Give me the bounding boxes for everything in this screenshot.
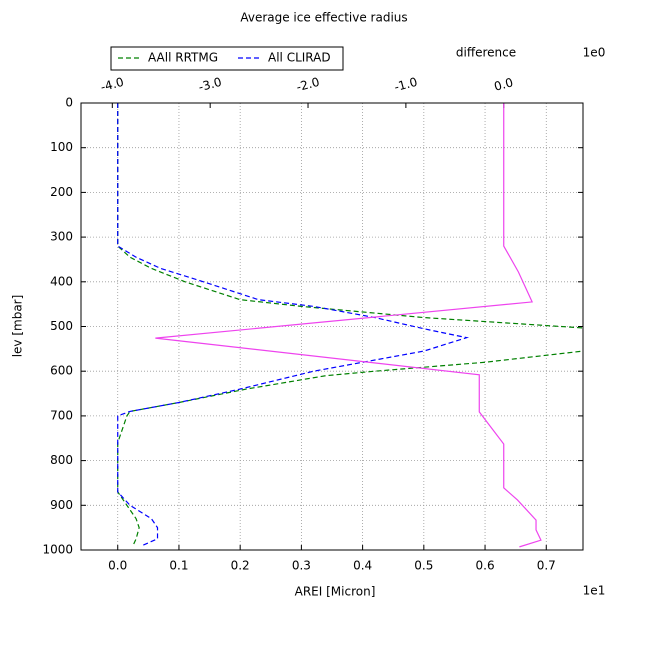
x-tick-label: 0.5 <box>414 559 433 573</box>
y-tick-label: 900 <box>50 498 73 512</box>
legend-box <box>110 46 344 71</box>
x-tick-label: 0.2 <box>231 559 250 573</box>
legend-label: All CLIRAD <box>268 51 331 65</box>
legend-label: AAll RRTMG <box>148 51 218 65</box>
plot-area <box>117 103 583 548</box>
x-tick-label: 0.0 <box>108 559 127 573</box>
x-offset: 1e1 <box>583 584 606 598</box>
x-tick-label: 0.7 <box>537 559 556 573</box>
x2-tick-label: -3.0 <box>197 75 223 95</box>
x2-tick-label: -2.0 <box>295 75 321 95</box>
x-tick-label: 0.4 <box>353 559 372 573</box>
data-line <box>155 103 542 548</box>
y-tick-label: 500 <box>50 319 73 333</box>
x-tick-label: 0.6 <box>476 559 495 573</box>
x2-offset: 1e0 <box>583 46 606 60</box>
x2-tick-label: -4.0 <box>99 75 125 95</box>
y-tick-label: 600 <box>50 364 73 378</box>
y-tick-label: 200 <box>50 185 73 199</box>
y-tick-label: 0 <box>65 96 73 110</box>
y-axis-label: lev [mbar] <box>11 295 25 358</box>
x-tick-label: 0.3 <box>292 559 311 573</box>
data-line <box>117 103 470 547</box>
y-tick-label: 300 <box>50 230 73 244</box>
y-tick-label: 100 <box>50 140 73 154</box>
y-tick-label: 400 <box>50 274 73 288</box>
x-tick-label: 0.1 <box>169 559 188 573</box>
x-axis-label: AREI [Micron] <box>295 585 376 599</box>
y-tick-label: 700 <box>50 408 73 422</box>
y-tick-label: 800 <box>50 453 73 467</box>
chart-title: Average ice effective radius <box>240 11 407 25</box>
x2-axis-label: difference <box>456 46 516 60</box>
y-tick-label: 1000 <box>42 543 73 557</box>
data-line <box>117 103 583 546</box>
x2-tick-label: -1.0 <box>393 75 419 95</box>
x2-tick-label: 0.0 <box>493 75 515 93</box>
plot-frame <box>80 102 584 551</box>
